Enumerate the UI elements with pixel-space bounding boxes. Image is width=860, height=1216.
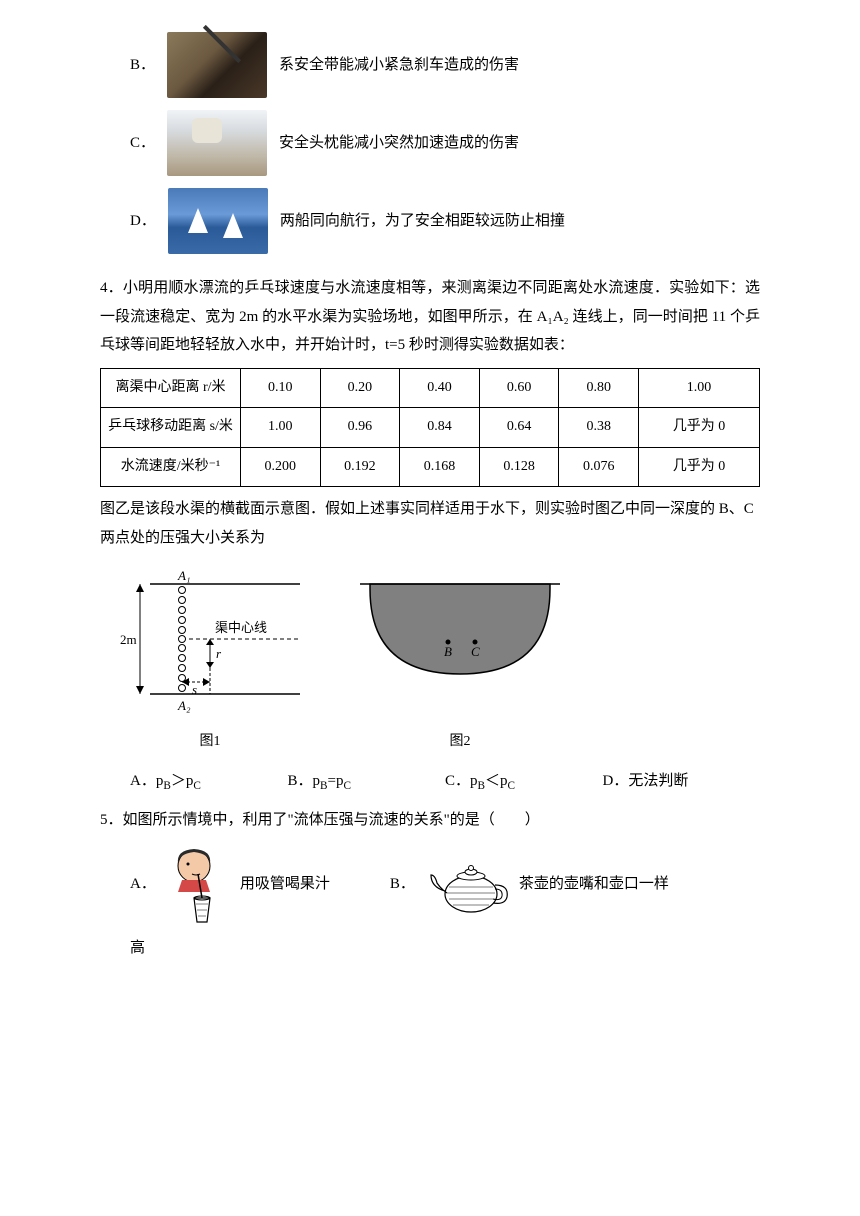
table-cell: 几乎为 0 <box>639 447 760 487</box>
b-label: B <box>444 644 452 659</box>
q4-aftertable: 图乙是该段水渠的横截面示意图．假如上述事实同样适用于水下，则实验时图乙中同一深度… <box>100 495 760 552</box>
option-label: A． <box>130 870 156 899</box>
option-text: 茶壶的壶嘴和壶口一样 <box>519 870 669 899</box>
option-label: B． <box>130 51 155 80</box>
width-label: 2m <box>120 632 137 647</box>
fig1-caption: 图1 <box>120 729 300 756</box>
q3-option-d: D． 两船同向航行，为了安全相距较远防止相撞 <box>130 188 760 254</box>
table-cell: 0.38 <box>559 408 639 448</box>
table-row: 水流速度/米秒⁻¹ 0.200 0.192 0.168 0.128 0.076 … <box>101 447 760 487</box>
table-row: 离渠中心距离 r/米 0.10 0.20 0.40 0.60 0.80 1.00 <box>101 368 760 408</box>
q4-figures: 2m 渠中心线 A₁ A₂ r <box>120 564 760 755</box>
r-label: r <box>216 646 222 661</box>
option-label: D． <box>130 207 156 236</box>
ships-image <box>168 188 268 254</box>
channel-diagram-icon: 2m 渠中心线 A₁ A₂ r <box>120 564 300 714</box>
q5-number: 5． <box>100 812 123 828</box>
straw-drink-icon <box>162 844 232 924</box>
q5-continuation: 高 <box>130 934 760 963</box>
a1-label: A₁ <box>177 568 190 583</box>
table-cell: 0.076 <box>559 447 639 487</box>
s-label: s <box>192 682 197 697</box>
table-cell: 0.200 <box>241 447 321 487</box>
q4-data-table: 离渠中心距离 r/米 0.10 0.20 0.40 0.60 0.80 1.00… <box>100 368 760 488</box>
q4-answer-b: B．pB=pC <box>288 767 446 797</box>
table-cell: 0.168 <box>400 447 480 487</box>
centerline-label: 渠中心线 <box>215 620 267 635</box>
q4-answer-d: D．无法判断 <box>603 767 761 797</box>
table-cell: 0.20 <box>320 368 400 408</box>
table-cell: 几乎为 0 <box>639 408 760 448</box>
q4-number: 4． <box>100 280 123 296</box>
table-cell: 0.96 <box>320 408 400 448</box>
table-row: 乒乓球移动距离 s/米 1.00 0.96 0.84 0.64 0.38 几乎为… <box>101 408 760 448</box>
q3-option-b: B． 系安全带能减小紧急刹车造成的伤害 <box>130 32 760 98</box>
q4-answer-a: A．pB＞pC <box>130 767 288 797</box>
q5-option-b: B． 茶壶的壶嘴和壶口一样 <box>390 849 669 919</box>
option-text: 两船同向航行，为了安全相距较远防止相撞 <box>280 207 760 236</box>
table-cell: 1.00 <box>241 408 321 448</box>
q4-answer-c: C．pB＜pC <box>445 767 603 797</box>
table-cell: 0.10 <box>241 368 321 408</box>
a2-label: A₂ <box>177 698 191 713</box>
option-label: B． <box>390 870 415 899</box>
seatbelt-image <box>167 32 267 98</box>
option-label: C． <box>130 129 155 158</box>
option-text: 用吸管喝果汁 <box>240 870 330 899</box>
fig2-caption: 图2 <box>360 729 560 756</box>
cross-section-icon: B C <box>360 564 560 714</box>
table-cell: 0.64 <box>479 408 559 448</box>
q5-options-row: A． 用吸管喝果汁 B． <box>130 844 760 924</box>
q5-body: 5．如图所示情境中，利用了"流体压强与流速的关系"的是（ ） <box>100 806 760 835</box>
figure-1: 2m 渠中心线 A₁ A₂ r <box>120 564 300 755</box>
q5-text: 如图所示情境中，利用了"流体压强与流速的关系"的是（ ） <box>123 812 540 828</box>
q5-option-a: A． 用吸管喝果汁 <box>130 844 330 924</box>
q4-intro: 4．小明用顺水漂流的乒乓球速度与水流速度相等，来测离渠边不同距离处水流速度．实验… <box>100 274 760 360</box>
q3-options-block: B． 系安全带能减小紧急刹车造成的伤害 C． 安全头枕能减小突然加速造成的伤害 … <box>100 32 760 254</box>
q4-intro-text: 小明用顺水漂流的乒乓球速度与水流速度相等，来测离渠边不同距离处水流速度．实验如下… <box>100 280 760 353</box>
table-cell: 0.40 <box>400 368 480 408</box>
table-cell: 0.84 <box>400 408 480 448</box>
q4-answers: A．pB＞pC B．pB=pC C．pB＜pC D．无法判断 <box>130 767 760 797</box>
table-cell: 0.128 <box>479 447 559 487</box>
q3-option-c: C． 安全头枕能减小突然加速造成的伤害 <box>130 110 760 176</box>
table-cell: 1.00 <box>639 368 760 408</box>
teapot-icon <box>421 849 511 919</box>
c-label: C <box>471 644 480 659</box>
q4-body: 4．小明用顺水漂流的乒乓球速度与水流速度相等，来测离渠边不同距离处水流速度．实验… <box>100 274 760 360</box>
option-text: 系安全带能减小紧急刹车造成的伤害 <box>279 51 760 80</box>
figure-2: B C 图2 <box>360 564 560 755</box>
headrest-image <box>167 110 267 176</box>
table-cell: 水流速度/米秒⁻¹ <box>101 447 241 487</box>
table-cell: 0.192 <box>320 447 400 487</box>
option-text: 安全头枕能减小突然加速造成的伤害 <box>279 129 760 158</box>
table-cell: 离渠中心距离 r/米 <box>101 368 241 408</box>
table-cell: 0.80 <box>559 368 639 408</box>
table-cell: 0.60 <box>479 368 559 408</box>
table-cell: 乒乓球移动距离 s/米 <box>101 408 241 448</box>
